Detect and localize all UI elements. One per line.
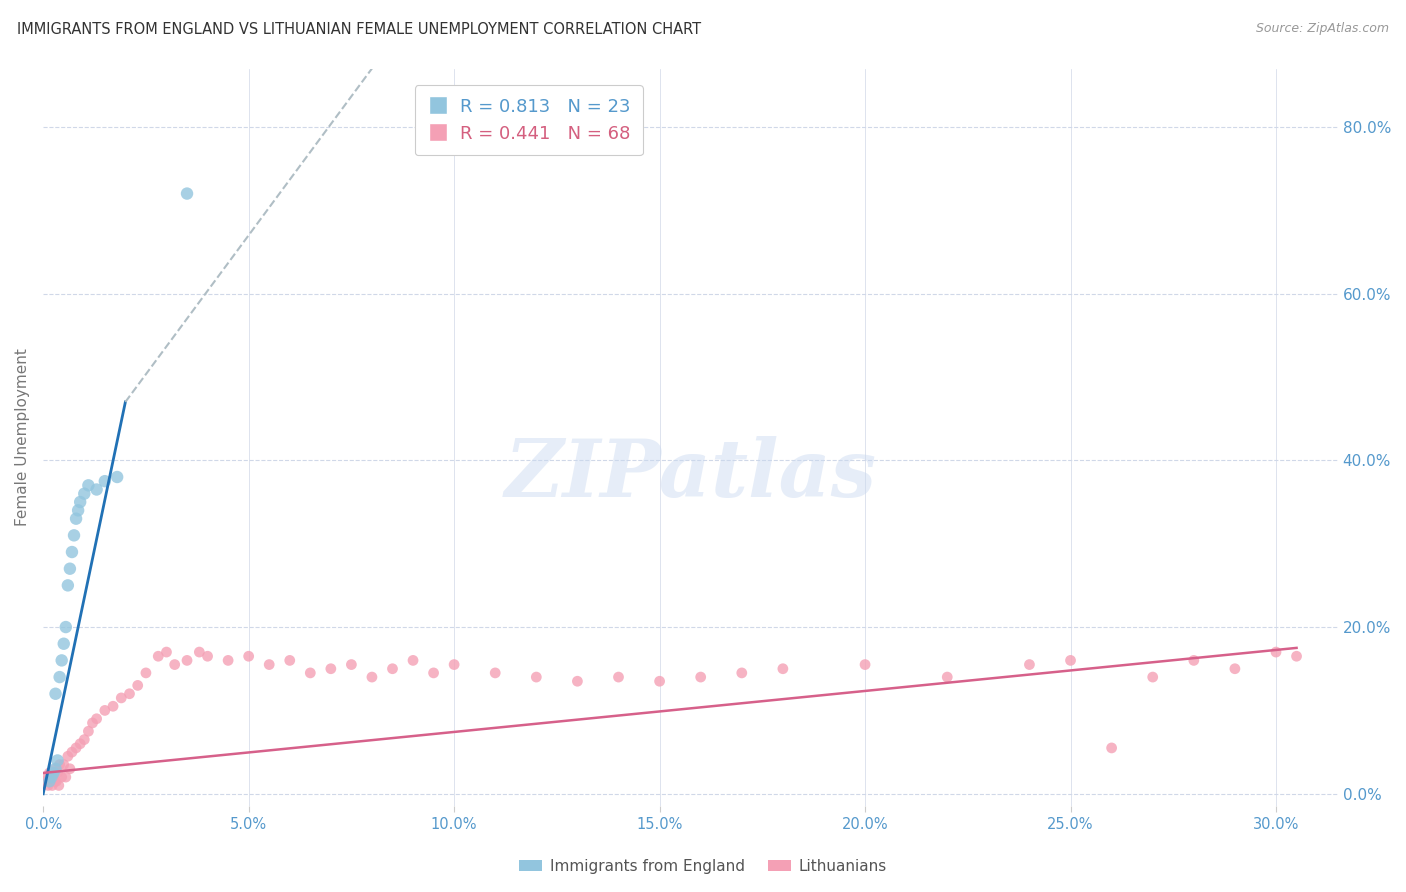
Point xyxy=(188,645,211,659)
Point xyxy=(127,678,149,692)
Text: IMMIGRANTS FROM ENGLAND VS LITHUANIAN FEMALE UNEMPLOYMENT CORRELATION CHART: IMMIGRANTS FROM ENGLAND VS LITHUANIAN FE… xyxy=(17,22,702,37)
Point xyxy=(607,670,630,684)
Point xyxy=(44,762,66,776)
Point xyxy=(1101,740,1123,755)
Point xyxy=(55,770,77,784)
Point xyxy=(42,766,65,780)
Point xyxy=(238,649,260,664)
Point xyxy=(73,486,96,500)
Point xyxy=(38,766,60,780)
Point xyxy=(1142,670,1164,684)
Point xyxy=(197,649,219,664)
Point xyxy=(176,653,198,667)
Point xyxy=(55,620,77,634)
Point xyxy=(69,495,91,509)
Point xyxy=(63,528,86,542)
Point xyxy=(82,715,104,730)
Point xyxy=(44,762,66,776)
Point xyxy=(41,770,63,784)
Point xyxy=(278,653,301,667)
Point xyxy=(299,665,322,680)
Point xyxy=(319,662,342,676)
Point xyxy=(1223,662,1246,676)
Point xyxy=(73,732,96,747)
Point xyxy=(52,757,75,772)
Point xyxy=(51,770,73,784)
Point xyxy=(41,779,63,793)
Point xyxy=(217,653,239,667)
Point xyxy=(48,757,70,772)
Point xyxy=(176,186,198,201)
Point xyxy=(34,774,56,789)
Point xyxy=(381,662,404,676)
Point xyxy=(689,670,711,684)
Point xyxy=(65,511,87,525)
Point xyxy=(52,637,75,651)
Point xyxy=(772,662,794,676)
Point xyxy=(56,578,79,592)
Point xyxy=(110,690,132,705)
Point xyxy=(46,754,69,768)
Point xyxy=(257,657,280,672)
Point xyxy=(51,653,73,667)
Point xyxy=(484,665,506,680)
Point xyxy=(361,670,384,684)
Point xyxy=(101,699,124,714)
Point xyxy=(60,745,83,759)
Point xyxy=(44,774,66,789)
Point xyxy=(37,770,59,784)
Point xyxy=(44,687,66,701)
Point xyxy=(422,665,444,680)
Point xyxy=(42,766,65,780)
Point xyxy=(936,670,959,684)
Point xyxy=(118,687,141,701)
Point xyxy=(402,653,425,667)
Point xyxy=(69,737,91,751)
Point xyxy=(59,562,82,576)
Point xyxy=(731,665,754,680)
Point xyxy=(163,657,186,672)
Point xyxy=(148,649,170,664)
Point xyxy=(567,674,589,689)
Point xyxy=(45,774,67,789)
Point xyxy=(1059,653,1081,667)
Point xyxy=(155,645,177,659)
Point xyxy=(46,766,69,780)
Point xyxy=(1018,657,1040,672)
Point xyxy=(77,478,100,492)
Point xyxy=(853,657,876,672)
Text: ZIPatlas: ZIPatlas xyxy=(505,435,876,513)
Point xyxy=(56,749,79,764)
Point xyxy=(443,657,465,672)
Point xyxy=(39,774,62,789)
Point xyxy=(86,712,108,726)
Point xyxy=(67,503,90,517)
Point xyxy=(1182,653,1205,667)
Point xyxy=(77,724,100,739)
Point xyxy=(60,545,83,559)
Point xyxy=(340,657,363,672)
Text: Source: ZipAtlas.com: Source: ZipAtlas.com xyxy=(1256,22,1389,36)
Point xyxy=(135,665,157,680)
Point xyxy=(38,774,60,789)
Point xyxy=(648,674,671,689)
Point xyxy=(105,470,128,484)
Point xyxy=(41,770,63,784)
Point xyxy=(65,740,87,755)
Point xyxy=(48,779,70,793)
Point xyxy=(59,762,82,776)
Point xyxy=(524,670,547,684)
Point xyxy=(37,779,59,793)
Point xyxy=(94,474,117,488)
Point xyxy=(1285,649,1308,664)
Point xyxy=(48,670,70,684)
Y-axis label: Female Unemployment: Female Unemployment xyxy=(15,349,30,526)
Point xyxy=(94,703,117,717)
Legend: R = 0.813   N = 23, R = 0.441   N = 68: R = 0.813 N = 23, R = 0.441 N = 68 xyxy=(415,85,643,155)
Point xyxy=(1265,645,1288,659)
Legend: Immigrants from England, Lithuanians: Immigrants from England, Lithuanians xyxy=(513,853,893,880)
Point xyxy=(86,483,108,497)
